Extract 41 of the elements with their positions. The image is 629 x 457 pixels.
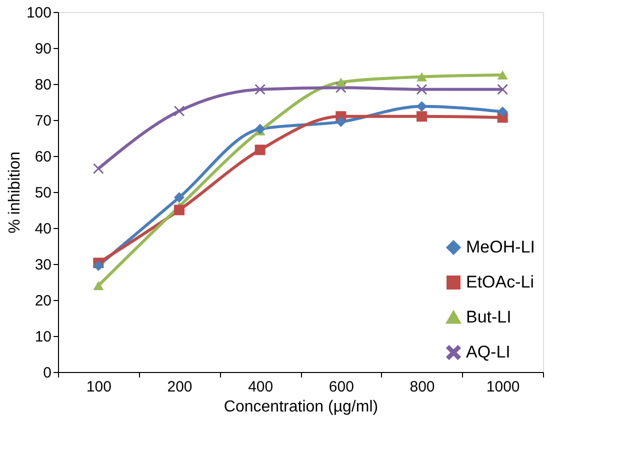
y-tick-label: 100: [26, 4, 52, 22]
y-tick-label: 60: [34, 148, 52, 166]
legend-label: MeOH-LI: [466, 238, 535, 256]
x-tick-label: 400: [248, 378, 274, 396]
point: [416, 72, 427, 82]
y-tick-label: 10: [34, 328, 52, 346]
y-axis-title: % inhibition: [6, 152, 24, 234]
point: [174, 106, 184, 116]
point: [254, 144, 266, 156]
y-tick-label: 20: [34, 292, 52, 310]
point: [174, 192, 184, 203]
point: [93, 260, 104, 272]
point: [416, 111, 427, 122]
y-tick-label: 70: [34, 112, 52, 130]
y-tick-label: 50: [34, 184, 52, 202]
point: [336, 78, 346, 87]
point: [174, 204, 184, 216]
point: [336, 116, 346, 128]
legend-label: AQ-LI: [466, 342, 510, 362]
x-axis-title: Concentration (µg/ml): [224, 398, 378, 416]
y-tick-label: 80: [34, 76, 52, 94]
legend-label: EtOAc-Li: [466, 272, 534, 292]
y-tick-label: 90: [34, 40, 52, 58]
point: [93, 163, 104, 174]
x-tick-label: 200: [167, 378, 192, 396]
legend-label: But-LI: [466, 308, 512, 326]
point: [497, 70, 508, 80]
x-tick-label: 100: [86, 378, 112, 396]
point: [254, 84, 266, 95]
point: [254, 124, 266, 134]
x-tick-label: 800: [410, 378, 435, 396]
y-tick-label: 30: [34, 256, 52, 274]
point: [497, 84, 508, 95]
point: [497, 106, 508, 117]
x-tick-label: 600: [328, 378, 354, 396]
point: [93, 281, 104, 290]
y-tick-label: 0: [43, 364, 52, 382]
y-tick-label: 40: [34, 220, 52, 238]
x-tick-label: 1000: [486, 378, 520, 396]
point: [416, 84, 427, 95]
point: [416, 101, 427, 112]
